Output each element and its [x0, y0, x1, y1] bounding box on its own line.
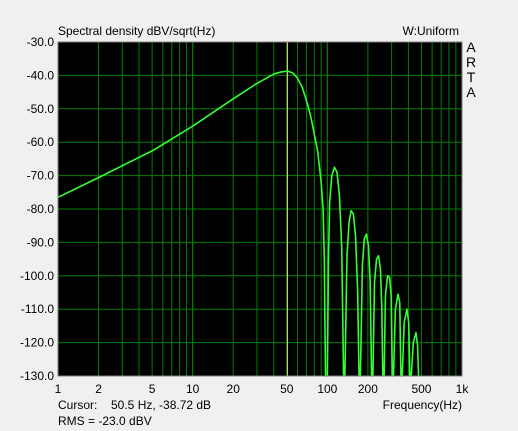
cursor-label: Cursor:: [58, 398, 97, 412]
x-axis-label: Frequency(Hz): [383, 398, 462, 412]
y-tick-label: -70.0: [27, 169, 55, 183]
brand-letter: R: [466, 54, 476, 70]
x-tick-label: 50: [280, 382, 294, 396]
plot-frame: [57, 41, 463, 377]
y-tick-label: -40.0: [27, 68, 55, 82]
x-tick-label: 5: [149, 382, 156, 396]
x-tick-label: 20: [227, 382, 241, 396]
y-tick-label: -120.0: [20, 336, 54, 350]
y-tick-label: -60.0: [27, 135, 55, 149]
x-tick-label: 200: [358, 382, 378, 396]
x-axis-tick-labels: 1 2 5 10 20 50 100 200 500 1k: [55, 382, 470, 396]
x-tick-label: 100: [317, 382, 337, 396]
x-tick-label: 1: [55, 382, 62, 396]
y-tick-label: -30.0: [27, 35, 55, 49]
y-tick-label: -50.0: [27, 102, 55, 116]
arta-logo: A R T A: [466, 39, 476, 100]
spectrum-trace: [57, 70, 420, 377]
x-tick-label: 1k: [456, 382, 470, 396]
x-tick-label: 500: [411, 382, 431, 396]
window-type-label: W:Uniform: [403, 24, 459, 38]
y-axis-tick-labels: -30.0 -40.0 -50.0 -60.0 -70.0 -80.0 -90.0 -100.…: [20, 35, 54, 383]
x-tick-label: 2: [95, 382, 102, 396]
rms-readout: RMS = -23.0 dBV: [58, 414, 152, 428]
y-tick-label: -80.0: [27, 202, 55, 216]
y-tick-label: -90.0: [27, 235, 55, 249]
x-tick-label: 10: [186, 382, 200, 396]
brand-letter: T: [467, 69, 476, 85]
cursor-readout: 50.5 Hz, -38.72 dB: [111, 398, 211, 412]
y-tick-label: -100.0: [20, 269, 54, 283]
brand-letter: A: [466, 39, 476, 55]
y-tick-label: -130.0: [20, 369, 54, 383]
chart-title: Spectral density dBV/sqrt(Hz): [58, 24, 215, 38]
brand-letter: A: [466, 84, 476, 100]
y-tick-label: -110.0: [21, 302, 54, 316]
